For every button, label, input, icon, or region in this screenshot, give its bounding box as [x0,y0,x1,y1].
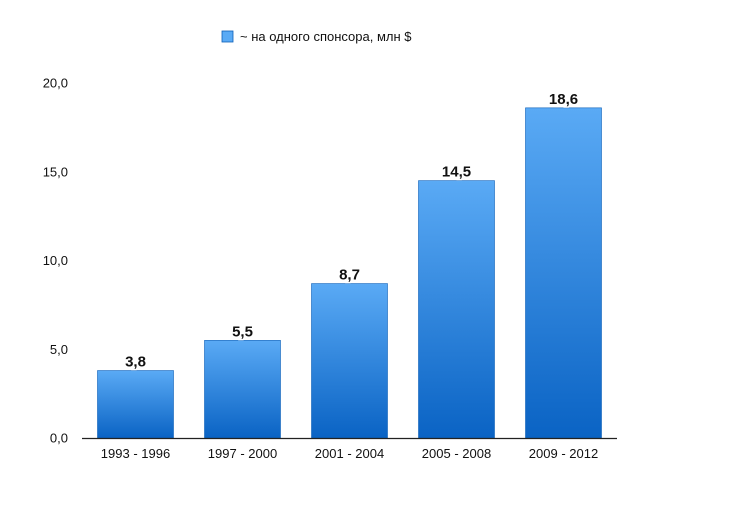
bar [204,340,281,439]
x-tick-label: 2009 - 2012 [529,446,598,461]
bar [525,107,602,439]
legend-label: ~ на одного спонсора, млн $ [240,29,412,44]
bar [97,370,174,439]
y-tick-label: 10,0 [43,253,68,268]
bar-value-label: 8,7 [339,267,360,284]
bars [97,107,602,439]
y-tick-label: 15,0 [43,164,68,179]
bar-value-label: 5,5 [232,323,253,340]
y-axis-ticks: 0,0 5,0 10,0 15,0 20,0 [43,76,68,446]
bar-value-label: 18,6 [549,91,578,108]
bar-value-label: 14,5 [442,164,471,181]
bar-value-labels: 3,8 5,5 8,7 14,5 18,6 [124,89,580,372]
x-axis-ticks: 1993 - 1996 1997 - 2000 2001 - 2004 2005 - … [101,446,598,461]
y-tick-label: 20,0 [43,76,68,91]
y-tick-label: 0,0 [50,431,68,446]
legend-swatch [221,30,234,43]
bar [418,180,495,439]
x-tick-label: 1997 - 2000 [208,446,277,461]
bar-value-label: 3,8 [125,354,146,371]
x-tick-label: 2005 - 2008 [422,446,491,461]
legend: ~ на одного спонсора, млн $ [221,29,412,44]
x-tick-label: 2001 - 2004 [315,446,384,461]
x-tick-label: 1993 - 1996 [101,446,170,461]
y-tick-label: 5,0 [50,342,68,357]
bar [311,283,388,439]
